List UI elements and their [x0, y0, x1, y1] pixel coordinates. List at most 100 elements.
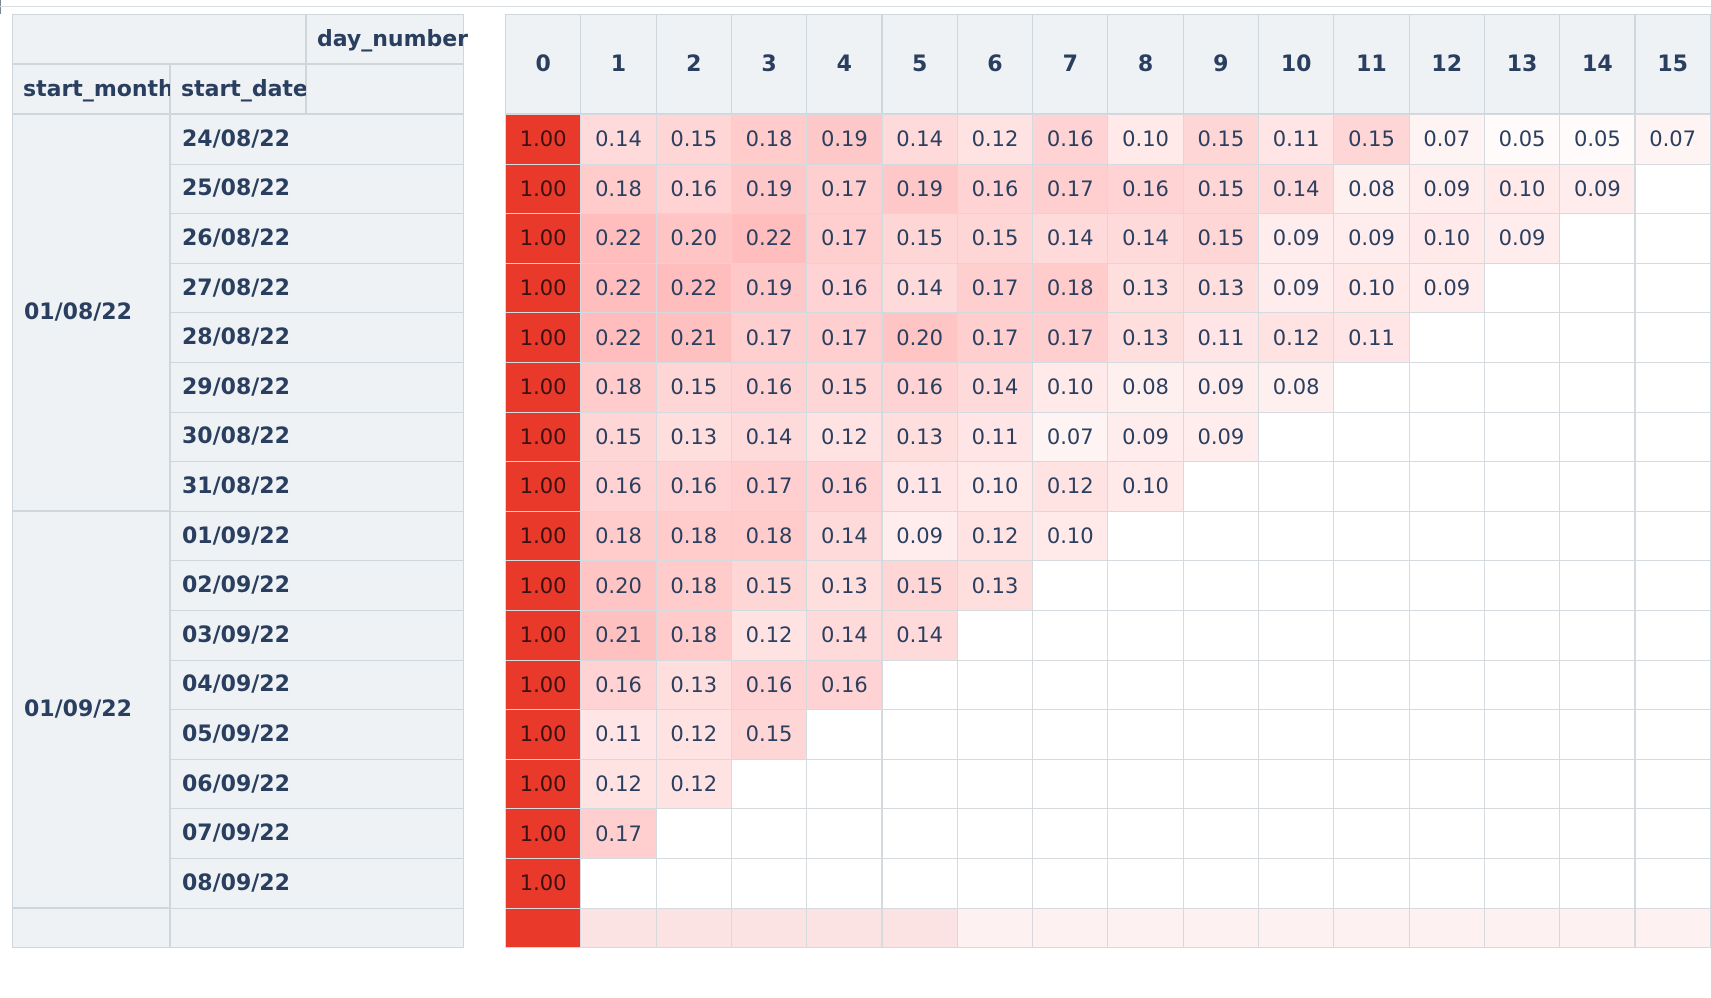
retention-cell: 0.17: [806, 312, 883, 363]
retention-cell: 0.16: [655, 461, 732, 512]
retention-cell: 1.00: [505, 659, 582, 711]
empty-cell: [1333, 808, 1410, 859]
retention-cell: 0.16: [580, 461, 657, 512]
retention-cell: 0.15: [1182, 163, 1259, 215]
header-day-14[interactable]: 14: [1559, 14, 1636, 114]
retention-cell-partial: [1333, 907, 1410, 948]
retention-cell: 1.00: [505, 560, 582, 611]
retention-cell-partial: [806, 907, 883, 948]
retention-cell-partial: [881, 907, 958, 948]
retention-cell: 0.17: [956, 262, 1034, 314]
retention-cell: 0.15: [1333, 114, 1410, 165]
header-day-10[interactable]: 10: [1258, 14, 1335, 114]
retention-cell: 0.16: [806, 461, 883, 512]
start-date-label: 07/09/22: [170, 808, 464, 859]
header-day-3[interactable]: 3: [730, 14, 808, 114]
header-day-5[interactable]: 5: [881, 14, 958, 114]
retention-cell: 0.13: [881, 411, 958, 463]
retention-cell: 1.00: [505, 610, 582, 661]
empty-cell: [1333, 461, 1410, 512]
header-day-6[interactable]: 6: [956, 14, 1034, 114]
retention-cell: 0.17: [730, 312, 808, 363]
retention-cell: 0.09: [1182, 362, 1259, 413]
retention-cell: 0.11: [956, 411, 1034, 463]
empty-cell: [1559, 213, 1636, 264]
empty-cell: [655, 808, 732, 859]
retention-cell: 0.16: [1107, 163, 1184, 215]
retention-cell: 0.09: [881, 510, 958, 562]
empty-cell: [1559, 858, 1636, 909]
retention-cell: 0.14: [881, 114, 958, 165]
retention-cell: 0.16: [881, 362, 958, 413]
header-day-13[interactable]: 13: [1483, 14, 1561, 114]
header-day-2[interactable]: 2: [655, 14, 732, 114]
retention-cell: 0.10: [1333, 262, 1410, 314]
empty-cell: [1483, 312, 1561, 363]
header-day-0[interactable]: 0: [505, 14, 582, 114]
retention-cell: 0.16: [956, 163, 1034, 215]
empty-cell: [1559, 262, 1636, 314]
start-date-label: 30/08/22: [170, 411, 464, 463]
retention-cell: 0.12: [655, 758, 732, 810]
empty-cell: [1408, 808, 1485, 859]
retention-cell: 0.14: [1032, 213, 1109, 264]
empty-cell: [1032, 610, 1109, 661]
empty-cell: [730, 808, 808, 859]
empty-cell: [806, 758, 883, 810]
empty-cell: [1258, 560, 1335, 611]
retention-cell: 0.22: [730, 213, 808, 264]
header-day-12[interactable]: 12: [1408, 14, 1485, 114]
retention-cell: 0.14: [730, 411, 808, 463]
retention-cell: 0.09: [1408, 163, 1485, 215]
retention-cell: 0.17: [580, 808, 657, 859]
header-day-4[interactable]: 4: [806, 14, 883, 114]
header-day-15[interactable]: 15: [1634, 14, 1711, 114]
empty-cell: [1107, 560, 1184, 611]
empty-cell: [1634, 461, 1711, 512]
retention-cell: 1.00: [505, 411, 582, 463]
retention-cell-partial: [655, 907, 732, 948]
retention-cell-partial: [1107, 907, 1184, 948]
retention-cell: 0.21: [580, 610, 657, 661]
retention-cell: 0.12: [1258, 312, 1335, 363]
retention-cell-partial: [730, 907, 808, 948]
empty-cell: [1258, 659, 1335, 711]
retention-cell: 0.12: [806, 411, 883, 463]
retention-cell: 0.18: [580, 510, 657, 562]
retention-cell: 0.05: [1559, 114, 1636, 165]
empty-cell: [881, 808, 958, 859]
retention-cell: 0.08: [1107, 362, 1184, 413]
retention-cell: 0.16: [806, 262, 883, 314]
retention-cell: 0.09: [1408, 262, 1485, 314]
empty-cell: [1559, 560, 1636, 611]
retention-cell: 0.14: [881, 610, 958, 661]
empty-cell: [1182, 709, 1259, 760]
header-day-11[interactable]: 11: [1333, 14, 1410, 114]
retention-cell: 0.12: [956, 114, 1034, 165]
header-day-9[interactable]: 9: [1182, 14, 1259, 114]
empty-cell: [1634, 312, 1711, 363]
empty-cell: [1333, 510, 1410, 562]
empty-cell: [1182, 659, 1259, 711]
retention-cell: 0.20: [881, 312, 958, 363]
header-day-8[interactable]: 8: [1107, 14, 1184, 114]
empty-cell: [1333, 659, 1410, 711]
empty-cell: [1107, 758, 1184, 810]
empty-cell: [1258, 808, 1335, 859]
header-day-7[interactable]: 7: [1032, 14, 1109, 114]
retention-cell: 0.07: [1032, 411, 1109, 463]
retention-cell: 1.00: [505, 362, 582, 413]
retention-cell: 0.09: [1258, 213, 1335, 264]
start-date-label: 05/09/22: [170, 709, 464, 760]
empty-cell: [956, 758, 1034, 810]
empty-cell: [881, 659, 958, 711]
retention-cell: 0.18: [655, 560, 732, 611]
start-date-label: 06/09/22: [170, 758, 464, 810]
empty-cell: [1258, 610, 1335, 661]
empty-cell: [1634, 560, 1711, 611]
empty-cell: [1483, 362, 1561, 413]
retention-cell: 0.13: [1182, 262, 1259, 314]
retention-cell: 0.15: [655, 114, 732, 165]
retention-cell: 0.09: [1107, 411, 1184, 463]
header-day-1[interactable]: 1: [580, 14, 657, 114]
